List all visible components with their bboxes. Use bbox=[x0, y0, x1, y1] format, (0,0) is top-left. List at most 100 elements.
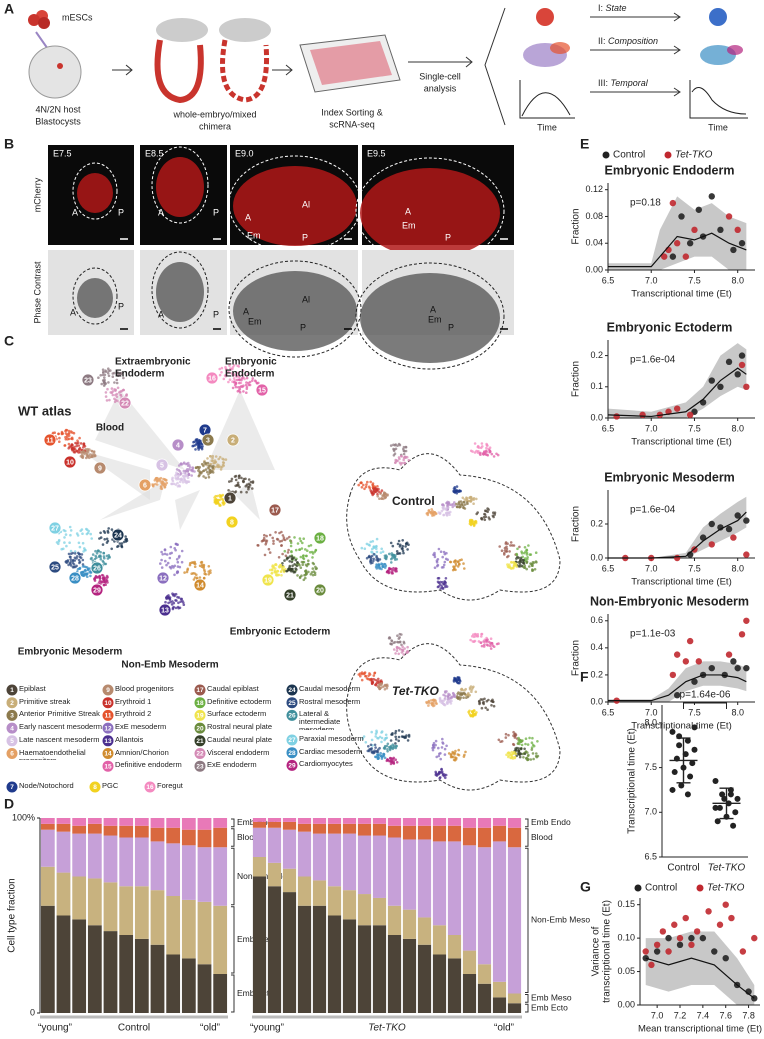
point bbox=[673, 692, 681, 699]
cluster-number: 7 bbox=[203, 427, 207, 434]
row-label: Phase Contrast bbox=[32, 261, 42, 324]
umap-dot bbox=[185, 570, 189, 574]
umap-dot bbox=[442, 693, 445, 697]
point bbox=[678, 213, 685, 220]
umap-dot bbox=[173, 594, 176, 598]
point bbox=[686, 551, 694, 558]
legend-swatch bbox=[89, 781, 101, 793]
landmark: A bbox=[158, 309, 164, 319]
umap-dot bbox=[245, 490, 248, 494]
umap-dot bbox=[376, 736, 379, 740]
umap-dot bbox=[71, 437, 74, 441]
umap-dot bbox=[370, 730, 374, 734]
umap-dot bbox=[403, 647, 406, 650]
umap-dot bbox=[278, 531, 281, 535]
umap-dot bbox=[251, 487, 254, 490]
legend-number: 10 bbox=[104, 700, 112, 707]
umap-dot bbox=[71, 431, 74, 434]
legend-item: Amnion/Chorion bbox=[115, 749, 169, 757]
umap-dot bbox=[180, 597, 183, 601]
panel-label: G bbox=[580, 879, 591, 895]
umap-dot bbox=[281, 534, 285, 537]
umap-dot bbox=[403, 461, 406, 465]
cluster-number: 8 bbox=[230, 519, 234, 526]
x-tick-label: 7.5 bbox=[688, 275, 701, 285]
umap-dot bbox=[242, 384, 245, 388]
umap-dot bbox=[394, 570, 397, 573]
umap-dot bbox=[232, 374, 235, 377]
umap-dot bbox=[221, 493, 225, 497]
umap-dot bbox=[96, 549, 100, 552]
umap-dot bbox=[388, 636, 391, 639]
point bbox=[728, 914, 735, 922]
bar-segment bbox=[507, 993, 522, 1004]
y-tick-label: 0.2 bbox=[590, 669, 603, 679]
umap-dot bbox=[101, 543, 105, 546]
umap-dot bbox=[367, 745, 370, 748]
umap-dot bbox=[469, 638, 472, 642]
umap-dot bbox=[114, 388, 117, 392]
legend-label: Rostral neural plate bbox=[207, 723, 273, 732]
umap-dot bbox=[106, 576, 109, 579]
umap-dot bbox=[120, 371, 123, 375]
y-tick-label: 0.04 bbox=[585, 238, 603, 248]
legend-label: Lateral & intermediate mesoderm bbox=[299, 710, 341, 731]
umap-dot bbox=[225, 373, 228, 377]
umap-dot bbox=[402, 447, 405, 451]
umap-dot bbox=[99, 557, 103, 561]
umap-dot bbox=[434, 743, 437, 747]
umap-dot bbox=[307, 559, 310, 562]
umap-dot bbox=[207, 565, 211, 568]
x-tick-label: 7.5 bbox=[688, 563, 701, 573]
umap-dot bbox=[66, 560, 70, 563]
umap-dot bbox=[425, 700, 428, 704]
umap-dot bbox=[302, 554, 305, 557]
umap-dot bbox=[251, 379, 254, 383]
umap-dot bbox=[443, 580, 447, 583]
umap-dot bbox=[64, 435, 67, 439]
legend-item: ExE mesoderm bbox=[115, 723, 166, 731]
umap-dot bbox=[89, 455, 93, 459]
umap-dot bbox=[282, 538, 286, 541]
umap-dot bbox=[244, 383, 248, 387]
umap-dot bbox=[301, 541, 304, 545]
bar-segment bbox=[40, 866, 55, 906]
umap-dot bbox=[521, 739, 524, 742]
legend-swatch bbox=[102, 697, 114, 709]
point bbox=[693, 928, 701, 935]
umap-dot bbox=[218, 373, 222, 377]
umap-dot bbox=[455, 680, 459, 683]
umap-dot bbox=[446, 558, 450, 561]
umap-dot bbox=[285, 557, 289, 561]
legend-item: Haematoendothelial progenitors bbox=[19, 749, 86, 760]
umap-dot bbox=[522, 756, 525, 759]
cluster-badge bbox=[43, 433, 57, 447]
umap-dot bbox=[78, 567, 81, 570]
umap-outline bbox=[346, 643, 561, 791]
umap-dot bbox=[166, 596, 170, 599]
y-axis-label: transcriptional time (Et) bbox=[602, 900, 613, 1003]
umap-dot bbox=[95, 552, 99, 555]
umap-dot bbox=[509, 541, 513, 544]
y-tick-label: 0.08 bbox=[585, 211, 603, 221]
umap-dot bbox=[398, 545, 402, 548]
umap-dot bbox=[396, 646, 399, 649]
umap-dot bbox=[531, 743, 535, 747]
y-tick-label: 0.6 bbox=[590, 615, 603, 625]
umap-dot bbox=[105, 579, 109, 582]
umap-dot bbox=[310, 550, 314, 554]
legend-number: 2 bbox=[10, 700, 14, 707]
umap-dot bbox=[469, 685, 473, 688]
umap-dot bbox=[113, 381, 116, 384]
bar-segment bbox=[492, 997, 507, 1013]
bar-segment bbox=[342, 919, 357, 1013]
umap-dot bbox=[62, 547, 65, 551]
umap-dot bbox=[526, 743, 530, 746]
point bbox=[686, 240, 694, 247]
umap-dot bbox=[176, 605, 180, 609]
umap-dot bbox=[400, 643, 403, 647]
point bbox=[691, 746, 698, 753]
umap-dot bbox=[173, 564, 177, 568]
umap-dot bbox=[534, 560, 538, 563]
